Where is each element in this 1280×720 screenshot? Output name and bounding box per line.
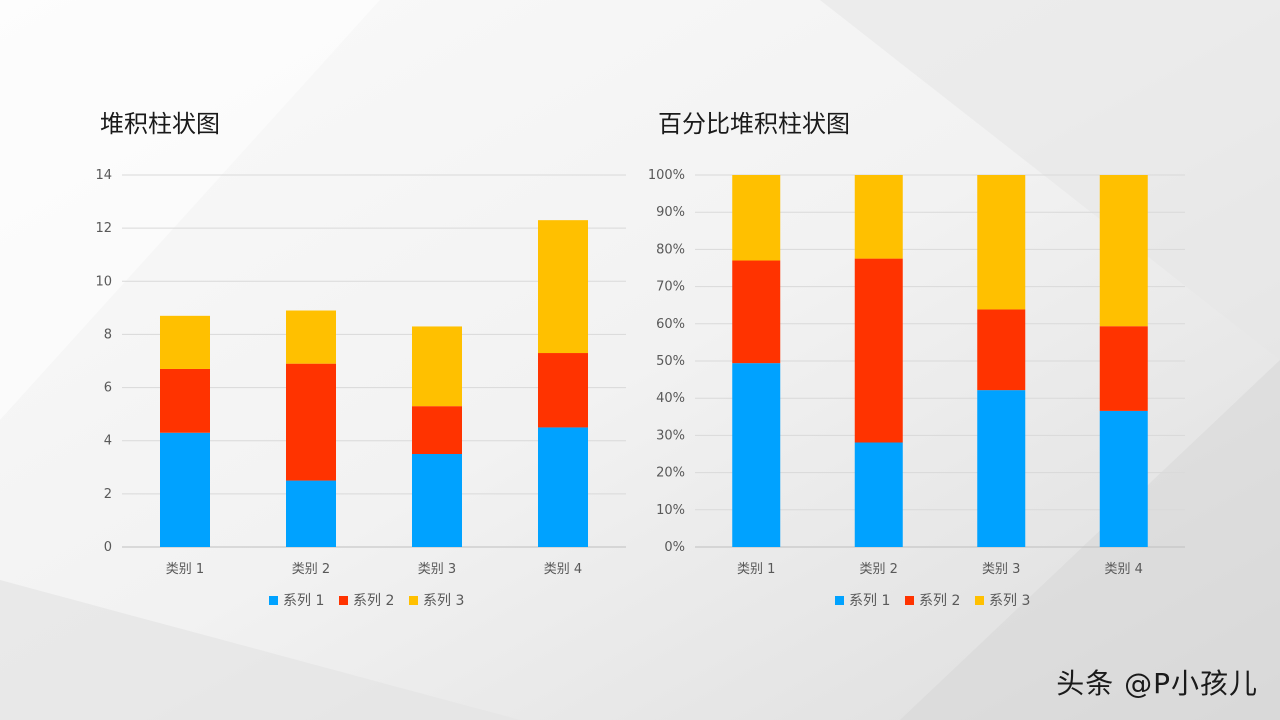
percent-y-tick-label: 20%: [656, 466, 685, 481]
percent-bar-series3-cat2: [854, 175, 903, 259]
stacked-bar-series1-cat1: [160, 432, 210, 547]
percent-legend-item-series3: 系列 3: [975, 593, 1030, 609]
percent-bar-series1-cat2: [854, 442, 903, 547]
stacked-bar-series2-cat3: [412, 406, 462, 454]
percent-bar-series1-cat4: [1099, 410, 1148, 547]
stacked-legend-swatch: [269, 596, 278, 605]
stacked-bar-series3-cat2: [286, 310, 336, 364]
stacked-bar-series1-cat2: [286, 480, 336, 547]
percent-y-tick-label: 80%: [656, 242, 685, 257]
percent-x-tick-label: 类别 4: [1105, 562, 1143, 577]
percent-bar-series1-cat1: [732, 363, 781, 547]
percent-bar-series2-cat2: [854, 258, 903, 443]
stacked-x-tick-label: 类别 4: [544, 562, 582, 577]
percent-legend-label: 系列 3: [989, 593, 1030, 609]
stacked-legend-item-series3: 系列 3: [409, 593, 464, 609]
percent-bar-series3-cat3: [977, 175, 1026, 310]
percent-y-tick-label: 0%: [664, 540, 685, 555]
stacked-y-tick-label: 12: [95, 221, 112, 236]
percent-legend-swatch: [905, 596, 914, 605]
percent-y-tick-label: 30%: [656, 428, 685, 443]
watermark: 头条 @P小孩儿: [1056, 667, 1258, 700]
stacked-y-tick-label: 2: [104, 487, 112, 502]
stacked-bar-series2-cat4: [538, 353, 588, 428]
percent-bar-series3-cat4: [1099, 175, 1148, 327]
percent-bar-series2-cat1: [732, 260, 781, 364]
percent-legend-swatch: [835, 596, 844, 605]
stacked-y-tick-label: 6: [104, 381, 112, 396]
percent-bar-series1-cat3: [977, 390, 1026, 547]
percent-legend-label: 系列 2: [919, 593, 960, 609]
percent-x-tick-label: 类别 1: [737, 562, 775, 577]
stacked-legend-item-series2: 系列 2: [339, 593, 394, 609]
stacked-x-tick-label: 类别 2: [292, 562, 330, 577]
stacked-bar-series3-cat3: [412, 326, 462, 407]
stacked-legend-label: 系列 2: [353, 593, 394, 609]
stacked-legend-swatch: [409, 596, 418, 605]
percent-y-tick-label: 100%: [648, 168, 685, 183]
chart-title-percent-stacked: 百分比堆积柱状图: [658, 110, 850, 138]
percent-y-tick-label: 70%: [656, 280, 685, 295]
percent-legend-item-series2: 系列 2: [905, 593, 960, 609]
percent-y-tick-label: 40%: [656, 391, 685, 406]
stacked-y-tick-label: 10: [95, 274, 112, 289]
stacked-y-tick-label: 8: [104, 327, 112, 342]
percent-bar-series2-cat3: [977, 309, 1026, 391]
stacked-legend-item-series1: 系列 1: [269, 593, 324, 609]
percent-stacked-bar-chart: 0% 10% 20% 30% 40% 50% 60% 70% 80% 90% 100% 类别 1 类别 …: [648, 168, 1185, 609]
stacked-y-tick-label: 4: [104, 434, 112, 449]
stacked-x-tick-label: 类别 3: [418, 562, 456, 577]
chart-title-stacked: 堆积柱状图: [100, 110, 220, 138]
percent-bar-series3-cat1: [732, 175, 781, 261]
stacked-bar-series1-cat3: [412, 454, 462, 547]
percent-legend-label: 系列 1: [849, 593, 890, 609]
stacked-legend-label: 系列 3: [423, 593, 464, 609]
stacked-legend-label: 系列 1: [283, 593, 324, 609]
percent-y-tick-label: 90%: [656, 205, 685, 220]
stacked-bar-series2-cat1: [160, 368, 210, 433]
stacked-y-tick-label: 14: [95, 168, 112, 183]
stacked-bar-series2-cat2: [286, 363, 336, 481]
percent-bar-series2-cat4: [1099, 326, 1148, 411]
percent-y-tick-label: 10%: [656, 503, 685, 518]
percent-x-tick-label: 类别 3: [982, 562, 1020, 577]
percent-y-tick-label: 60%: [656, 317, 685, 332]
stacked-legend-swatch: [339, 596, 348, 605]
percent-y-tick-label: 50%: [656, 354, 685, 369]
percent-x-tick-label: 类别 2: [860, 562, 898, 577]
percent-legend-swatch: [975, 596, 984, 605]
percent-legend-item-series1: 系列 1: [835, 593, 890, 609]
stacked-x-tick-label: 类别 1: [166, 562, 204, 577]
stacked-y-tick-label: 0: [104, 540, 112, 555]
stacked-bar-series3-cat4: [538, 220, 588, 354]
stacked-bar-chart: 0 2 4 6 8 10 12 14 类别 1 类别 2 类别 3 类别 4 系列 1 系列 2 系列 3: [95, 168, 626, 609]
stacked-bar-series1-cat4: [538, 427, 588, 547]
stacked-bar-series3-cat1: [160, 315, 210, 369]
